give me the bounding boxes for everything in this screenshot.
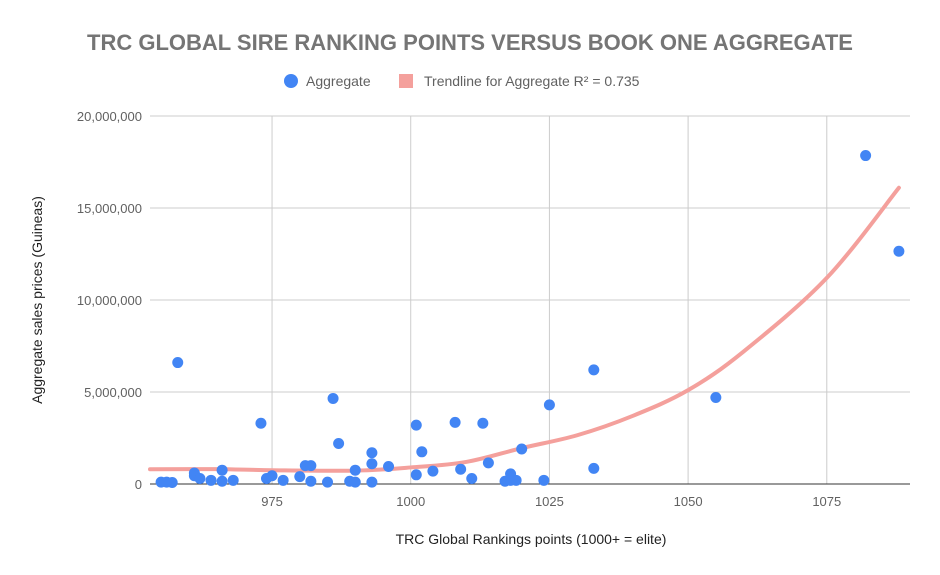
legend: Aggregate Trendline for Aggregate R² = 0… — [284, 73, 640, 89]
data-point — [427, 465, 439, 477]
y-tick-label: 0 — [135, 477, 142, 492]
x-tick-label: 975 — [261, 494, 283, 509]
data-point — [410, 419, 422, 431]
trendline-curve — [148, 185, 901, 473]
data-point — [322, 476, 334, 488]
data-point — [305, 460, 317, 472]
data-point — [194, 472, 206, 484]
legend-label-trendline: Trendline for Aggregate R² = 0.735 — [424, 73, 640, 89]
data-points — [155, 150, 905, 489]
data-point — [366, 447, 378, 459]
data-point — [860, 150, 872, 162]
x-tick-label: 1050 — [674, 494, 703, 509]
y-axis-tick-labels: 0 5,000,000 10,000,000 15,000,000 20,000,000 — [77, 109, 142, 492]
data-point — [216, 464, 228, 476]
data-point — [410, 469, 422, 481]
data-point — [255, 417, 267, 429]
legend-marker-trendline — [399, 74, 413, 88]
data-point — [205, 474, 217, 486]
gridlines — [150, 115, 910, 485]
data-point — [349, 464, 361, 476]
data-point — [166, 477, 178, 489]
data-point — [366, 476, 378, 488]
legend-label-aggregate: Aggregate — [306, 73, 371, 89]
data-point — [893, 245, 905, 257]
data-point — [227, 474, 239, 486]
y-axis-title: Aggregate sales prices (Guineas) — [29, 196, 45, 404]
data-point — [588, 364, 600, 376]
data-point — [294, 471, 306, 483]
data-point — [333, 438, 345, 450]
data-point — [510, 474, 522, 486]
data-point — [327, 392, 339, 404]
data-point — [588, 462, 600, 474]
y-tick-label: 15,000,000 — [77, 201, 142, 216]
data-point — [477, 417, 489, 429]
data-point — [449, 416, 461, 428]
x-tick-label: 1025 — [535, 494, 564, 509]
data-point — [455, 463, 467, 475]
data-point — [277, 474, 289, 486]
data-point — [416, 446, 428, 458]
legend-marker-aggregate — [284, 74, 298, 88]
x-tick-label: 1000 — [396, 494, 425, 509]
x-axis-tick-labels: 975 1000 1025 1050 1075 — [261, 494, 841, 509]
data-point — [482, 457, 494, 469]
x-axis-title: TRC Global Rankings points (1000+ = elit… — [396, 531, 667, 547]
data-point — [266, 470, 278, 482]
chart-title: TRC GLOBAL SIRE RANKING POINTS VERSUS BO… — [87, 30, 853, 55]
x-tick-label: 1075 — [812, 494, 841, 509]
data-point — [366, 458, 378, 470]
data-point — [172, 357, 184, 369]
data-point — [349, 476, 361, 488]
data-point — [543, 399, 555, 411]
y-tick-label: 20,000,000 — [77, 109, 142, 124]
trendline — [148, 185, 901, 473]
data-point — [305, 475, 317, 487]
data-point — [516, 443, 528, 455]
data-point — [383, 461, 395, 473]
y-tick-label: 10,000,000 — [77, 293, 142, 308]
data-point — [466, 472, 478, 484]
data-point — [538, 474, 550, 486]
data-point — [216, 475, 228, 487]
data-point — [710, 392, 722, 404]
y-tick-label: 5,000,000 — [84, 385, 142, 400]
